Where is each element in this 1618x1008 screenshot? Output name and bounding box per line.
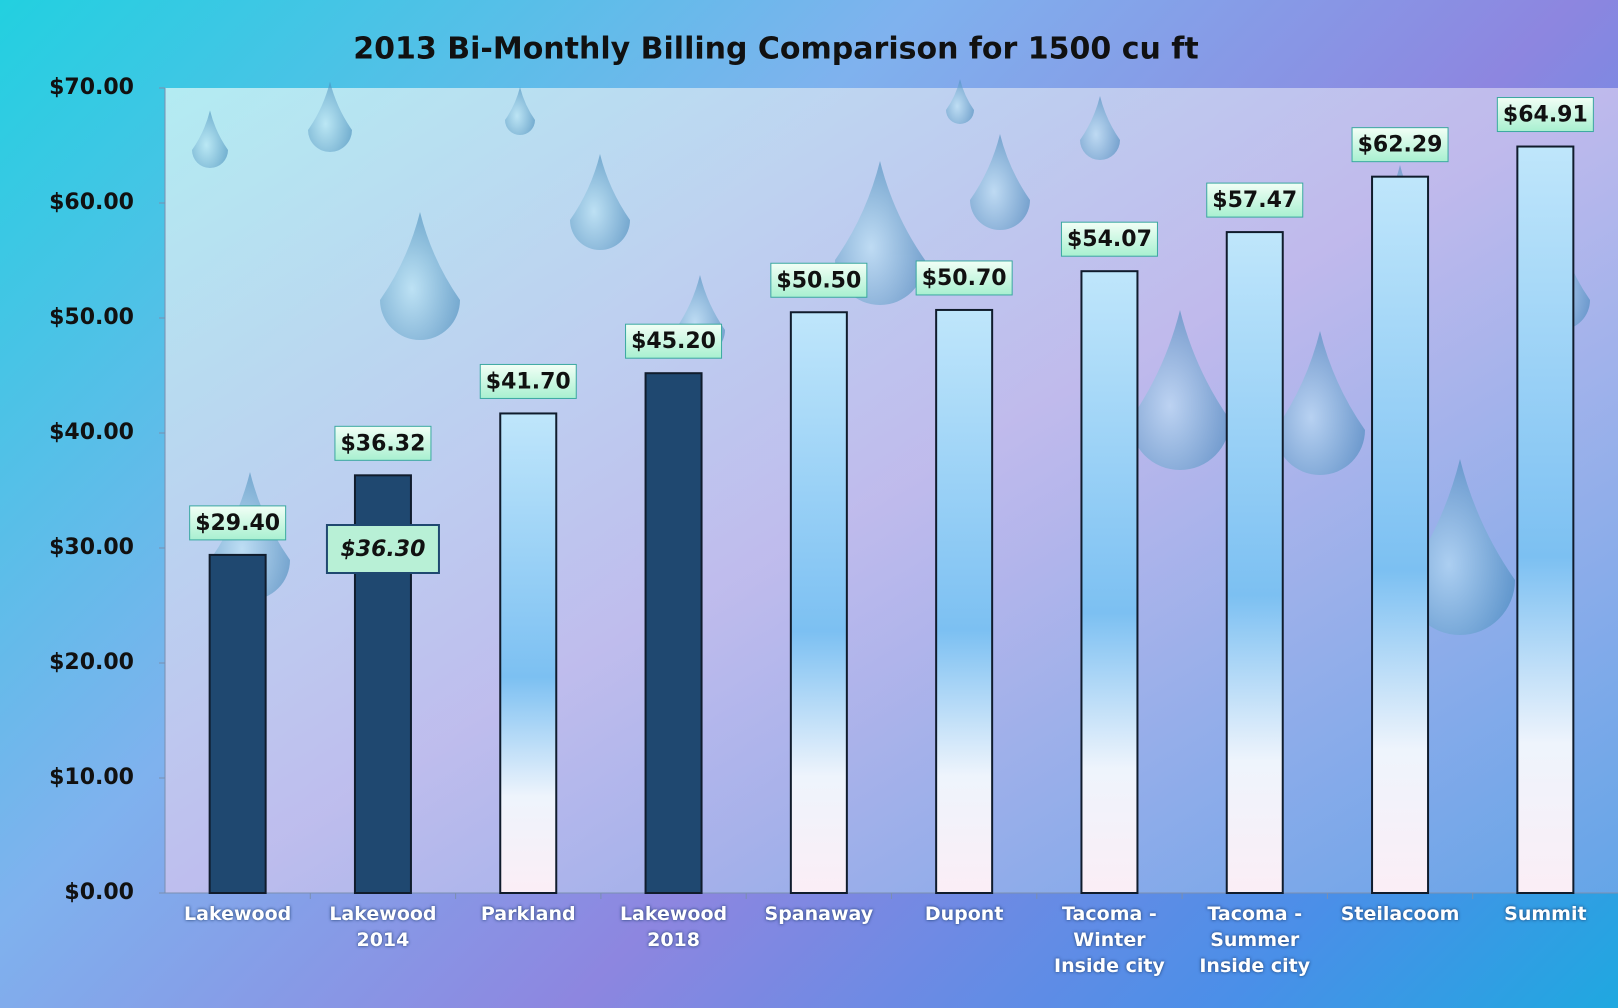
x-tick-label: Steilacoom [1340,903,1460,925]
y-tick-label: $60.00 [49,190,134,215]
drop [192,110,228,168]
value-label-box [1496,97,1594,133]
value-label: $36.32 [340,431,425,456]
y-tick-label: $0.00 [64,880,134,905]
drop [308,81,352,152]
bar [1080,270,1139,894]
drop [570,154,630,250]
y-tick-label: $70.00 [49,75,134,100]
chart-title: 2013 Bi-Monthly Billing Comparison for 1… [353,32,1198,67]
annotation-box [325,524,440,574]
x-tick-label: Lakewood [184,903,292,925]
value-label: $50.50 [776,268,861,293]
drop [1130,310,1230,470]
y-tick-label: $40.00 [49,420,134,445]
value-label-box [1206,182,1304,218]
x-tick-label: Summit [1504,903,1587,925]
x-tick-label: Lakewood 2018 [619,903,728,951]
value-label: $41.70 [486,369,571,394]
x-tick-label: Spanaway [764,903,874,925]
value-label-box [770,262,868,298]
x-tick-label: Lakewood 2014 [329,903,437,951]
bar [208,553,267,895]
value-label: $50.70 [922,266,1007,291]
y-tick-label: $20.00 [49,650,134,675]
x-tick-label: Tacoma - Summer Inside city [1199,903,1311,977]
bar [789,311,848,894]
drop [380,212,460,340]
drop [1080,96,1120,160]
value-label: $29.40 [195,511,280,536]
value-label: $62.29 [1358,133,1443,158]
value-label-box [189,505,287,541]
bar [499,412,558,894]
x-tick-label: Dupont [924,903,1004,925]
value-label: $54.07 [1067,227,1152,252]
value-label-box [625,323,723,359]
value-label-box [479,363,577,399]
bar [1225,231,1284,895]
y-tick-label: $50.00 [49,305,134,330]
y-tick-label: $30.00 [49,535,134,560]
x-tick-label: Parkland [480,903,576,925]
bar [1516,145,1575,895]
value-label: $45.20 [631,329,716,354]
value-label: $64.91 [1503,103,1588,128]
x-tick-label: Tacoma - Winter Inside city [1054,903,1165,977]
value-label-box [334,425,432,461]
value-label: $57.47 [1212,188,1297,213]
drop [946,79,974,124]
value-label-box [915,260,1013,296]
annotation: $36.30 [340,537,425,562]
drop [1405,459,1515,635]
y-tick-label: $10.00 [49,765,134,790]
drop [1275,331,1365,475]
value-label-box [1060,221,1158,257]
bar [644,372,703,894]
bar [935,308,994,894]
value-label-box [1351,127,1449,163]
bar [1371,175,1430,895]
drop [505,87,535,135]
drop [970,134,1030,230]
